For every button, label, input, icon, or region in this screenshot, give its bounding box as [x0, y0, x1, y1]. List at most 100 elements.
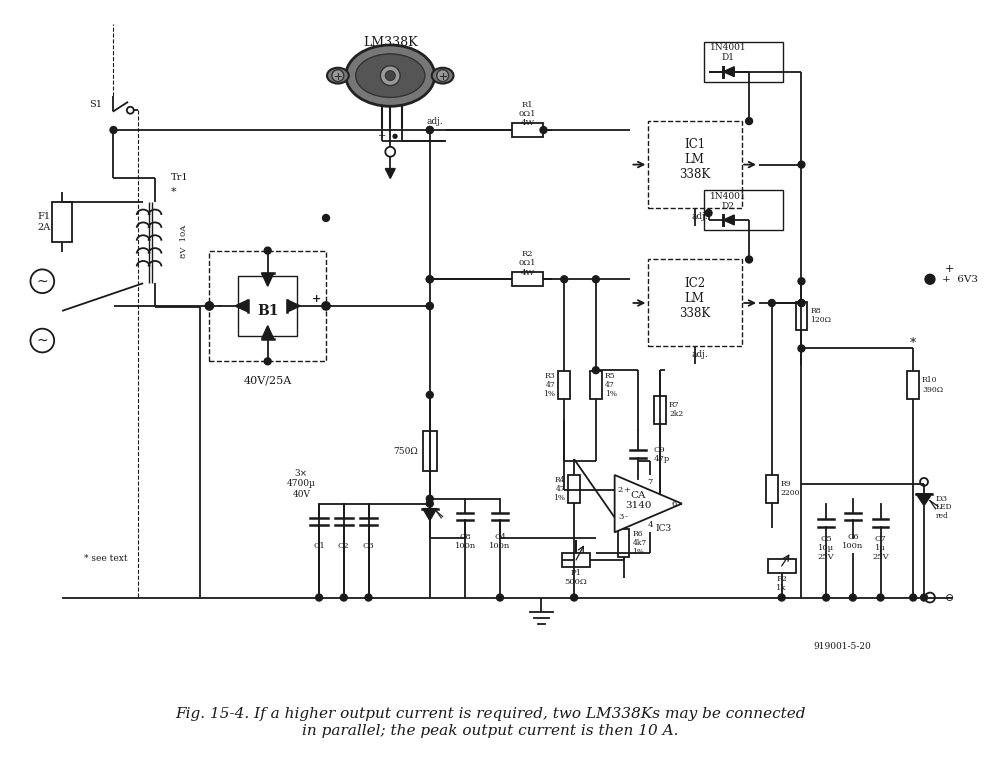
- Text: 6: 6: [671, 500, 676, 508]
- Text: R8
120Ω: R8 120Ω: [810, 307, 831, 325]
- Text: ~: ~: [36, 333, 48, 347]
- Circle shape: [322, 302, 329, 309]
- Circle shape: [426, 495, 433, 502]
- Bar: [648, 260, 742, 346]
- Polygon shape: [261, 274, 274, 286]
- Circle shape: [571, 594, 578, 601]
- Text: +: +: [379, 132, 387, 140]
- Text: F1
2A: F1 2A: [37, 212, 51, 232]
- Text: ⊖: ⊖: [945, 593, 954, 602]
- Polygon shape: [614, 475, 682, 532]
- Polygon shape: [724, 215, 735, 225]
- Text: R2
0Ω1
4W: R2 0Ω1 4W: [519, 250, 536, 277]
- Text: C4
100n: C4 100n: [489, 532, 511, 549]
- Circle shape: [822, 594, 829, 601]
- Circle shape: [798, 277, 805, 284]
- Bar: [568, 475, 580, 503]
- Circle shape: [768, 299, 775, 306]
- Text: -: -: [217, 301, 222, 312]
- Polygon shape: [386, 168, 395, 178]
- Text: in parallel; the peak output current is then 10 A.: in parallel; the peak output current is …: [302, 724, 678, 738]
- Circle shape: [426, 391, 433, 398]
- Text: LED
red: LED red: [936, 503, 952, 520]
- Circle shape: [593, 276, 599, 283]
- Text: +: +: [312, 292, 320, 304]
- Circle shape: [798, 345, 805, 352]
- Text: *: *: [171, 188, 176, 198]
- Text: 2: 2: [618, 486, 623, 494]
- Polygon shape: [235, 300, 247, 312]
- Text: adj.: adj.: [426, 116, 443, 126]
- Text: C7
1µ
25V: C7 1µ 25V: [873, 535, 888, 561]
- Text: IC3: IC3: [655, 524, 671, 533]
- Text: IC2
LM
338K: IC2 LM 338K: [679, 277, 710, 319]
- Text: D1: D1: [722, 53, 735, 62]
- Circle shape: [426, 302, 433, 309]
- Circle shape: [386, 71, 395, 81]
- Circle shape: [878, 594, 884, 601]
- Bar: [562, 553, 590, 567]
- Text: C6
100n: C6 100n: [842, 532, 864, 549]
- Polygon shape: [288, 300, 301, 312]
- Bar: [209, 250, 326, 361]
- Circle shape: [778, 594, 785, 601]
- Text: P2
1k: P2 1k: [776, 575, 787, 592]
- Bar: [768, 559, 796, 573]
- Text: 7: 7: [648, 478, 653, 486]
- Text: 3: 3: [618, 514, 623, 522]
- Circle shape: [426, 276, 433, 283]
- Circle shape: [910, 594, 917, 601]
- Polygon shape: [423, 508, 437, 521]
- Circle shape: [798, 299, 805, 306]
- Text: R4
47
1%: R4 47 1%: [553, 476, 565, 502]
- Text: 4: 4: [648, 522, 653, 529]
- Circle shape: [264, 358, 271, 365]
- Text: 1N4001: 1N4001: [710, 43, 746, 53]
- Bar: [907, 371, 919, 399]
- Bar: [238, 277, 298, 336]
- Bar: [558, 371, 570, 399]
- Circle shape: [264, 247, 271, 254]
- Circle shape: [925, 274, 935, 284]
- Bar: [654, 396, 666, 424]
- Text: B1: B1: [257, 304, 278, 318]
- Polygon shape: [261, 326, 274, 339]
- Circle shape: [798, 161, 805, 168]
- Text: C3: C3: [363, 542, 375, 550]
- Text: +  6V3: + 6V3: [942, 275, 978, 284]
- Circle shape: [426, 302, 433, 309]
- Text: Fig. 15-4. If a higher output current is required, two LM338Ks may be connected: Fig. 15-4. If a higher output current is…: [175, 708, 806, 722]
- Text: C2: C2: [338, 542, 350, 550]
- Circle shape: [745, 256, 752, 263]
- Bar: [512, 123, 543, 137]
- Text: D2: D2: [722, 202, 735, 211]
- Text: 1N4001: 1N4001: [710, 191, 746, 201]
- Bar: [796, 302, 808, 329]
- Ellipse shape: [346, 45, 435, 106]
- Circle shape: [316, 594, 322, 601]
- Bar: [617, 529, 629, 557]
- Ellipse shape: [356, 54, 425, 98]
- Text: R7
2k2: R7 2k2: [669, 401, 683, 418]
- Text: D3: D3: [936, 494, 948, 503]
- Text: S1: S1: [89, 100, 103, 109]
- Circle shape: [798, 299, 805, 306]
- Text: C8
100n: C8 100n: [455, 532, 476, 549]
- Text: C5
10µ
25V: C5 10µ 25V: [817, 535, 834, 561]
- Text: R6
4k7
1%: R6 4k7 1%: [632, 530, 647, 556]
- Circle shape: [540, 126, 547, 133]
- Text: +: +: [945, 264, 954, 274]
- Circle shape: [322, 215, 329, 222]
- Circle shape: [206, 302, 213, 309]
- Circle shape: [921, 594, 928, 601]
- Circle shape: [426, 276, 433, 283]
- Circle shape: [110, 126, 117, 133]
- Text: Tr1: Tr1: [171, 173, 188, 182]
- Text: 750Ω: 750Ω: [393, 446, 418, 456]
- Circle shape: [745, 118, 752, 125]
- Circle shape: [332, 70, 344, 81]
- Text: ~: ~: [36, 274, 48, 288]
- Text: CA
3140: CA 3140: [625, 491, 652, 511]
- Circle shape: [497, 594, 504, 601]
- Circle shape: [593, 367, 599, 374]
